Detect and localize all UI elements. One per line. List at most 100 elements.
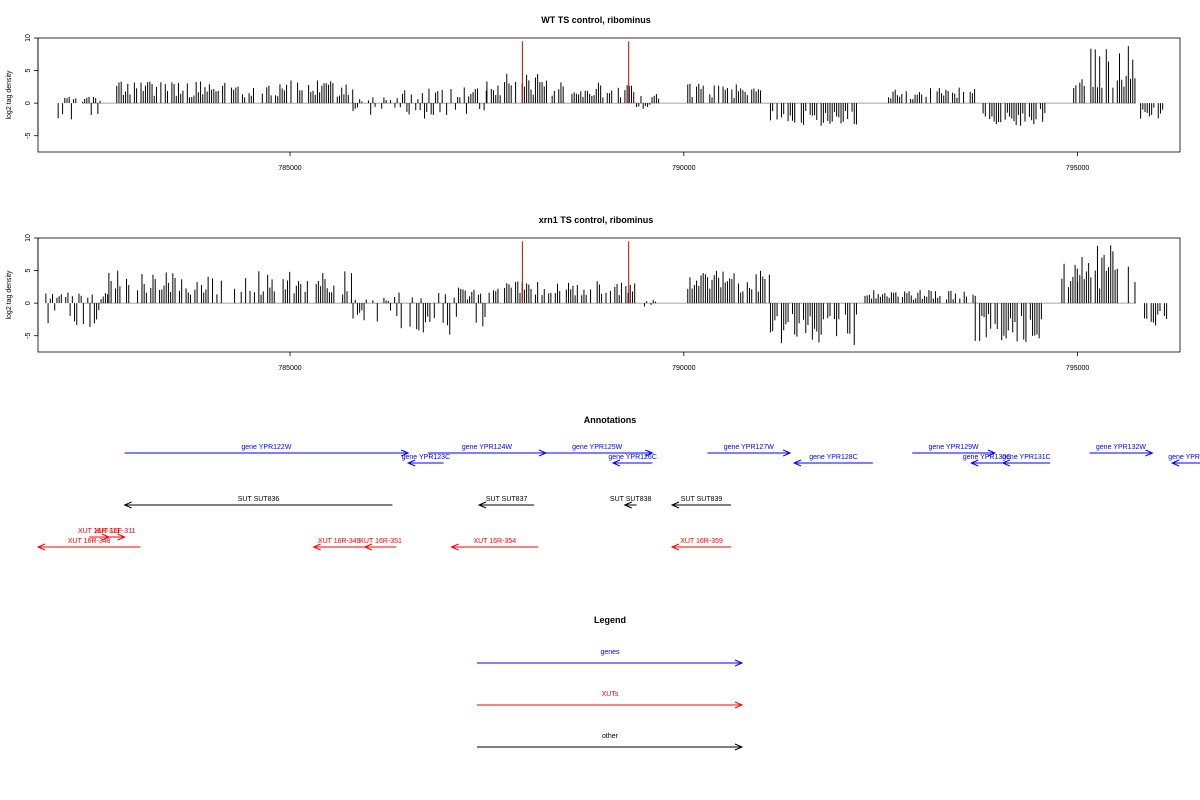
xrn1-panel: xrn1 TS control, ribominus log2 tag dens… — [6, 215, 1181, 372]
feature-label: XUT 16F-311 — [94, 528, 135, 535]
annotation-feature: gene YPR127W — [707, 444, 792, 457]
y-tick-label: 10 — [25, 34, 32, 42]
feature-label: gene YPR122W — [241, 444, 291, 451]
annotation-feature: XUT 16F-311 — [94, 528, 136, 541]
feature-arrowhead — [782, 449, 792, 457]
xrn1-bars — [45, 241, 1168, 345]
feature-arrowhead — [970, 459, 979, 467]
feature-label: SUT SUT837 — [486, 496, 528, 503]
xrn1-panel-title: xrn1 TS control, ribominus — [539, 215, 654, 225]
legend-label: XUTs — [602, 691, 619, 698]
annotation-feature: SUT SUT838 — [610, 496, 652, 509]
legend-arrowhead — [734, 701, 744, 709]
legend-label: other — [602, 733, 619, 740]
legend-items: genes XUTs other — [477, 649, 744, 751]
feature-label: gene YPR131C — [1002, 454, 1051, 461]
feature-label: XUT 16R-354 — [473, 538, 516, 545]
annotation-feature: XUT 16R-349 — [312, 538, 365, 551]
annotation-feature: gene YPR125W — [542, 444, 654, 457]
feature-arrowhead — [312, 543, 321, 551]
wt-panel-title: WT TS control, ribominus — [541, 15, 651, 25]
annotation-feature: gene YPR122W — [124, 444, 410, 457]
y-tick-label: -5 — [25, 333, 32, 339]
annotation-feature: gene YPR129W — [912, 444, 997, 457]
annotation-feature: SUT SUT839 — [670, 496, 732, 509]
y-tick-label: 0 — [25, 301, 32, 305]
feature-arrowhead — [363, 543, 373, 551]
annotation-feature: XUT 16R-351 — [359, 538, 402, 551]
legend: Legend genes XUTs other — [477, 615, 744, 751]
y-tick-label: 10 — [25, 234, 32, 242]
legend-item-other: other — [477, 733, 744, 751]
xrn1-plot-frame — [37, 237, 1181, 353]
feature-label: gene YPR126C — [608, 454, 657, 461]
y-tick-label: 5 — [25, 69, 32, 73]
y-tick-label: 0 — [25, 101, 32, 105]
feature-label: gene YPR132W — [1096, 444, 1146, 451]
feature-label: gene YPR124W — [462, 444, 512, 451]
feature-arrowhead — [477, 501, 487, 509]
x-tick-label: 790000 — [672, 365, 695, 372]
feature-arrowhead — [611, 459, 621, 467]
wt-axes: -5 0 5 10 785000 790000 795000 — [25, 34, 1089, 172]
feature-arrowhead — [670, 501, 680, 509]
x-tick-label: 795000 — [1066, 365, 1089, 372]
feature-arrowhead — [400, 449, 410, 457]
xrn1-y-axis-label: log2 tag density — [6, 270, 13, 320]
feature-label: gene YPR127W — [724, 444, 774, 451]
y-tick-label: 5 — [25, 269, 32, 273]
annotation-feature: XUT 16R-354 — [450, 538, 539, 551]
feature-label: XUT 16R-351 — [359, 538, 402, 545]
legend-arrowhead — [734, 659, 744, 667]
annotation-feature: gene YPR128C — [792, 454, 873, 467]
feature-arrowhead — [1170, 459, 1180, 467]
feature-label: gene YPR130C — [963, 454, 1012, 461]
feature-arrowhead — [792, 459, 802, 467]
feature-arrowhead — [1145, 449, 1154, 457]
wt-y-axis-label: log2 tag density — [6, 70, 13, 120]
wt-bars — [57, 41, 1164, 126]
feature-label: SUT SUT838 — [610, 496, 652, 503]
legend-label: genes — [600, 649, 620, 656]
annotation-feature: gene YPR1 — [1168, 454, 1200, 467]
legend-arrowhead — [734, 743, 744, 751]
feature-label: SUT SUT836 — [238, 496, 280, 503]
feature-arrowhead — [123, 501, 132, 509]
x-tick-label: 785000 — [278, 365, 301, 372]
annotation-feature: SUT SUT837 — [477, 496, 535, 509]
feature-label: XUT 16R-348 — [68, 538, 111, 545]
feature-label: gene YPR123C — [402, 454, 451, 461]
annotation-feature: gene YPR131C — [1001, 454, 1051, 467]
feature-arrowhead — [623, 501, 632, 509]
feature-label: gene YPR128C — [809, 454, 858, 461]
annotation-feature: gene YPR123C — [402, 454, 451, 467]
feature-arrowhead — [670, 543, 680, 551]
feature-label: XUT 16R-359 — [680, 538, 723, 545]
annotation-feature: XUT 16R-359 — [670, 538, 732, 551]
xrn1-axes: -5 0 5 10 785000 790000 795000 — [25, 234, 1089, 372]
annotation-feature: gene YPR126C — [608, 454, 657, 467]
feature-arrowhead — [450, 543, 459, 551]
feature-label: XUT 16R-311 — [78, 528, 120, 535]
y-tick-label: -5 — [25, 133, 32, 139]
feature-label: SUT SUT839 — [681, 496, 723, 503]
x-tick-label: 785000 — [278, 165, 301, 172]
annotation-feature: XUT 16R-348 — [36, 538, 141, 551]
annotation-feature: gene YPR130C — [963, 454, 1012, 467]
legend-title: Legend — [594, 615, 626, 625]
feature-arrowhead — [36, 543, 46, 551]
legend-item-xut: XUTs — [477, 691, 744, 709]
wt-panel: WT TS control, ribominus log2 tag densit… — [6, 15, 1181, 172]
feature-arrowhead — [1001, 459, 1010, 467]
feature-arrowhead — [987, 449, 997, 457]
annotations-title: Annotations — [584, 415, 637, 425]
feature-label: XUT 16R-349 — [318, 538, 361, 545]
legend-item-gene: genes — [477, 649, 744, 667]
feature-arrowhead — [406, 459, 416, 467]
x-tick-label: 795000 — [1066, 165, 1089, 172]
feature-label: gene YPR125W — [572, 444, 622, 451]
annotation-feature: gene YPR132W — [1089, 444, 1154, 457]
annotation-features: gene YPR122W gene YPR123C gene YPR124W gene… — [36, 444, 1200, 551]
